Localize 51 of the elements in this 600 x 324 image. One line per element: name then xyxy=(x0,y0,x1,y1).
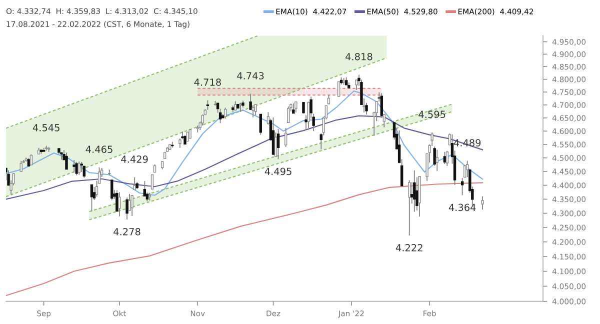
candlestick xyxy=(118,192,121,217)
annotation: 4.429 xyxy=(121,155,148,163)
candlestick xyxy=(218,108,222,124)
candlestick xyxy=(224,107,227,119)
candlestick xyxy=(72,160,76,174)
candlestick xyxy=(259,114,262,136)
annotation: 4.222 xyxy=(396,244,422,252)
candlestick xyxy=(116,190,118,212)
candlestick xyxy=(460,178,464,196)
candlestick xyxy=(30,154,33,166)
candlestick xyxy=(90,184,94,212)
candlestick xyxy=(292,102,295,114)
annotation: 4.278 xyxy=(114,228,140,236)
annotation: 4.743 xyxy=(237,72,264,80)
candlestick xyxy=(252,104,254,118)
candlestick xyxy=(78,161,80,176)
candlestick xyxy=(65,152,68,170)
candlestick xyxy=(436,149,438,172)
candlestick xyxy=(337,81,340,97)
annotation: 4.718 xyxy=(194,78,221,86)
candlestick xyxy=(188,128,192,139)
candlestick xyxy=(110,180,114,201)
line-series xyxy=(6,182,484,296)
annotation: 4.364 xyxy=(448,204,476,212)
annotation: 4.818 xyxy=(346,52,372,60)
candlestick xyxy=(272,116,275,156)
candlestick xyxy=(126,196,128,220)
candlestick xyxy=(302,102,305,114)
annotation: 4.545 xyxy=(32,124,60,132)
candlestick xyxy=(446,150,449,166)
candlestick xyxy=(150,174,154,190)
candlestick xyxy=(362,98,366,113)
candlestick xyxy=(20,160,22,172)
candlestick xyxy=(408,180,411,236)
candlestick xyxy=(276,128,280,160)
candlestick xyxy=(294,101,298,113)
candlestick xyxy=(75,161,78,176)
annotation: 4.495 xyxy=(264,168,292,176)
candlestick xyxy=(133,176,136,190)
candlestick xyxy=(481,196,484,210)
candlestick xyxy=(443,151,446,165)
candlestick xyxy=(284,127,288,148)
candlestick xyxy=(463,164,466,178)
candlestick xyxy=(287,106,290,124)
candlestick xyxy=(413,170,416,212)
candlestick xyxy=(130,194,134,217)
candlestick xyxy=(108,169,111,176)
candlestick xyxy=(365,102,368,116)
annotation: 4.465 xyxy=(86,146,112,153)
candlestick xyxy=(184,134,186,145)
candlestick xyxy=(82,165,86,178)
